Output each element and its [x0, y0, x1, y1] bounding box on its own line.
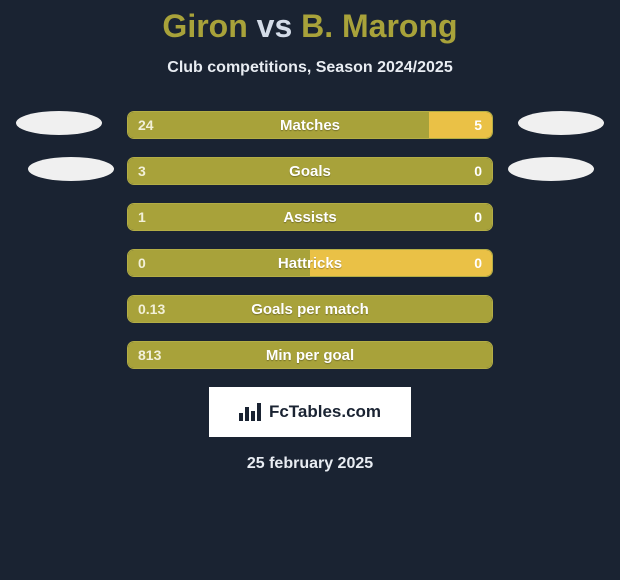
- date-label: 25 february 2025: [0, 455, 620, 473]
- stat-value-right: 0: [474, 250, 482, 276]
- stat-value-right: 0: [474, 158, 482, 184]
- stat-row: Matches245: [0, 111, 620, 139]
- title-player1: Giron: [162, 8, 247, 44]
- stat-bar-left: [128, 158, 492, 184]
- stat-bar-left: [128, 204, 492, 230]
- stat-bar-left: [128, 112, 429, 138]
- stat-bar-left: [128, 250, 310, 276]
- stat-value-left: 1: [138, 204, 146, 230]
- stat-bar: Assists10: [127, 203, 493, 231]
- stat-value-left: 24: [138, 112, 154, 138]
- footer-badge: FcTables.com: [209, 387, 411, 437]
- page-title: Giron vs B. Marong: [0, 0, 620, 45]
- stat-value-left: 0.13: [138, 296, 165, 322]
- stat-bar: Goals per match0.13: [127, 295, 493, 323]
- stat-value-left: 813: [138, 342, 161, 368]
- footer-logo-icon: [239, 403, 261, 421]
- subtitle: Club competitions, Season 2024/2025: [0, 59, 620, 77]
- stat-value-right: 5: [474, 112, 482, 138]
- title-vs: vs: [257, 8, 293, 44]
- stat-bar: Hattricks00: [127, 249, 493, 277]
- stat-bar: Matches245: [127, 111, 493, 139]
- title-player2: B. Marong: [301, 8, 457, 44]
- stat-value-left: 0: [138, 250, 146, 276]
- stat-bar: Min per goal813: [127, 341, 493, 369]
- stat-row: Assists10: [0, 203, 620, 231]
- stat-row: Min per goal813: [0, 341, 620, 369]
- stat-bar-left: [128, 342, 492, 368]
- footer-brand: FcTables.com: [269, 402, 381, 422]
- stat-bar-right: [429, 112, 492, 138]
- stat-value-right: 0: [474, 204, 482, 230]
- stat-row: Hattricks00: [0, 249, 620, 277]
- stat-row: Goals30: [0, 157, 620, 185]
- stat-bar-right: [310, 250, 492, 276]
- stat-row: Goals per match0.13: [0, 295, 620, 323]
- stat-value-left: 3: [138, 158, 146, 184]
- stat-bar-left: [128, 296, 492, 322]
- stats-area: Matches245Goals30Assists10Hattricks00Goa…: [0, 111, 620, 369]
- stat-bar: Goals30: [127, 157, 493, 185]
